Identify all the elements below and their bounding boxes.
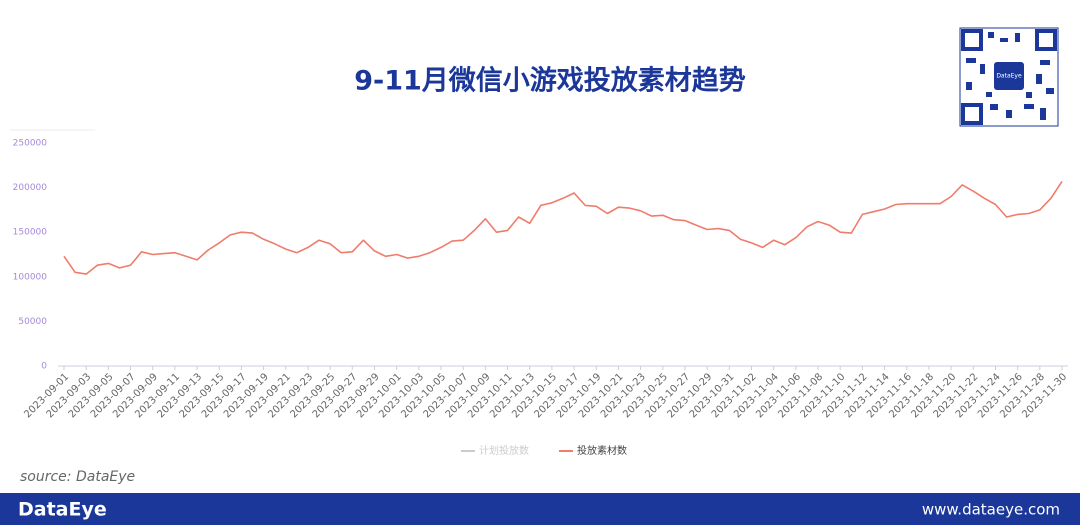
qr-label: DataEye — [996, 73, 1022, 80]
y-tick-label: 150000 — [13, 228, 48, 238]
footer-bar — [0, 493, 1080, 525]
y-tick-label: 100000 — [13, 272, 48, 282]
y-tick-label: 200000 — [13, 183, 48, 193]
y-tick-label: 0 — [41, 362, 47, 372]
legend-label: 投放素材数 — [577, 444, 627, 457]
footer-brand: DataEye — [18, 499, 107, 521]
legend: 计划投放数 投放素材数 — [461, 444, 627, 457]
y-tick-label: 50000 — [18, 317, 47, 327]
footer-url: www.dataeye.com — [922, 501, 1060, 519]
y-tick-label: 250000 — [13, 139, 48, 149]
qr-code: DataEye — [959, 27, 1059, 127]
series-line — [63, 180, 1063, 275]
chart-title: 9-11月微信小游戏投放素材趋势 — [354, 65, 746, 97]
source: source: DataEye — [20, 469, 135, 485]
legend-label: 计划投放数 — [479, 444, 529, 457]
